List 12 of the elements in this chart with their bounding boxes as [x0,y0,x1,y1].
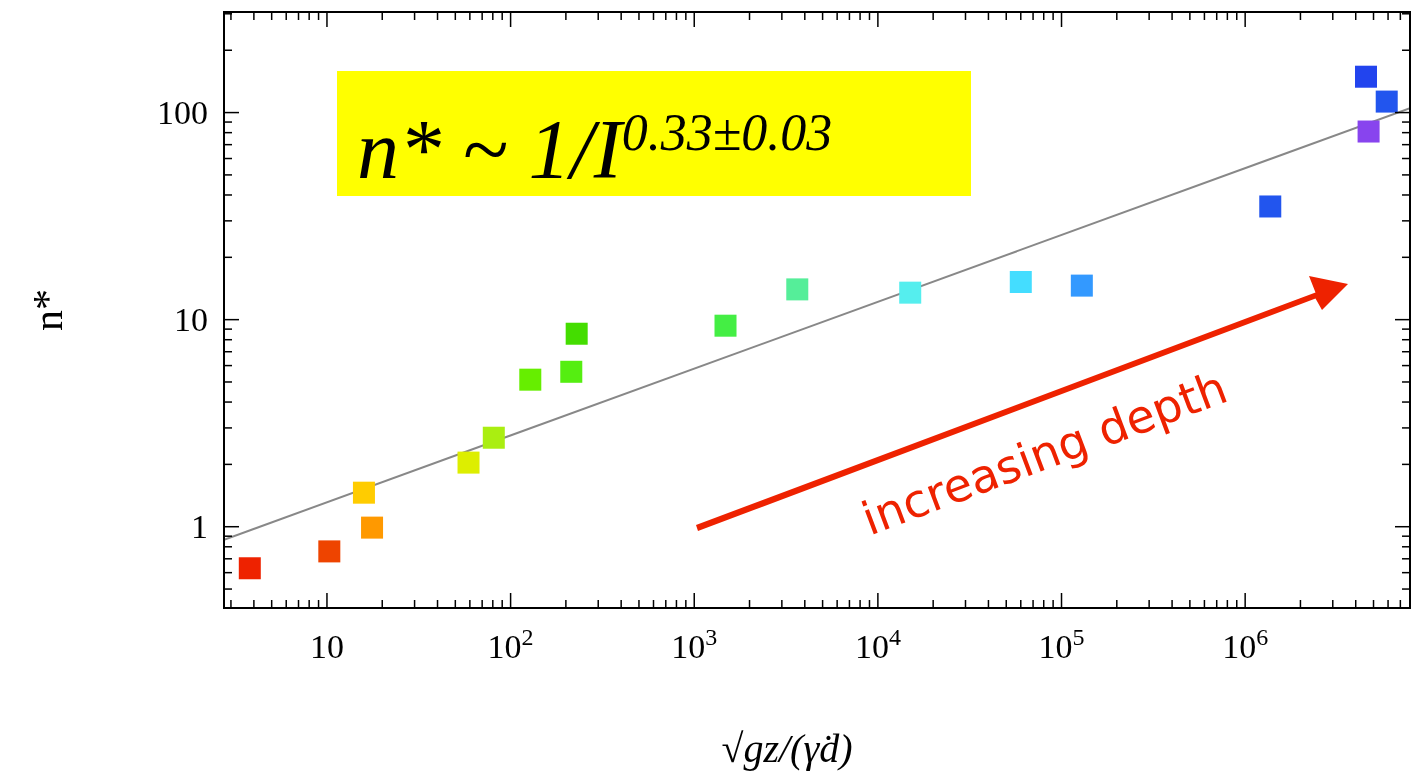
x-tick-label: 10$^{6}$ [1222,624,1269,665]
x-tick-label: 10$^{4}$ [854,624,901,665]
x-tick-label: 10 [309,628,344,665]
annotation: n* ~ 1/I$^{0.33±0.03}$ [357,103,833,196]
y-tick-label: 1 [191,507,208,545]
x-tick-label: 10$^{5}$ [1038,624,1085,665]
x-tick-label: 10$^{3}$ [671,624,718,665]
y-tick-label: 10 [174,300,208,338]
x-axis-title: √gz/(γ̇d) [721,726,853,771]
y-tick-label: 100 [157,93,208,131]
x-tick-label: 10$^{2}$ [487,624,534,665]
y-axis-title: n* [25,289,71,331]
